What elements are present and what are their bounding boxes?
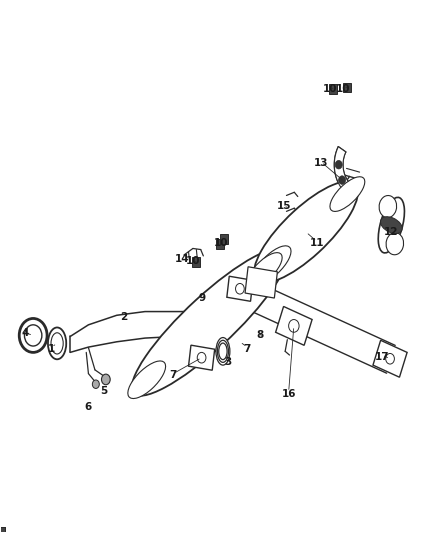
- Text: 3: 3: [224, 357, 231, 367]
- Circle shape: [289, 319, 299, 332]
- Ellipse shape: [247, 253, 282, 287]
- Ellipse shape: [51, 333, 63, 354]
- Text: 16: 16: [281, 389, 296, 399]
- Circle shape: [197, 352, 206, 363]
- Ellipse shape: [48, 327, 66, 359]
- Polygon shape: [245, 267, 277, 298]
- Ellipse shape: [216, 337, 230, 365]
- Circle shape: [386, 353, 394, 364]
- Text: 8: 8: [257, 330, 264, 341]
- Ellipse shape: [378, 197, 404, 253]
- Text: 9: 9: [198, 293, 205, 303]
- Polygon shape: [343, 83, 351, 92]
- Text: 17: 17: [375, 352, 389, 361]
- Polygon shape: [373, 340, 407, 377]
- Circle shape: [92, 380, 99, 389]
- Circle shape: [335, 160, 342, 169]
- Ellipse shape: [219, 343, 227, 360]
- Text: 1: 1: [48, 344, 55, 354]
- Text: 10: 10: [323, 84, 337, 94]
- Text: 13: 13: [314, 158, 328, 168]
- Text: 10: 10: [186, 256, 200, 266]
- Ellipse shape: [386, 232, 403, 255]
- Ellipse shape: [132, 248, 287, 395]
- Ellipse shape: [254, 182, 358, 282]
- Text: 14: 14: [175, 254, 189, 263]
- Polygon shape: [334, 147, 353, 196]
- Circle shape: [339, 176, 346, 184]
- Text: 7: 7: [170, 370, 177, 380]
- Polygon shape: [0, 527, 5, 533]
- Text: 2: 2: [120, 312, 127, 322]
- Text: 5: 5: [100, 386, 107, 396]
- Circle shape: [102, 374, 110, 385]
- Circle shape: [236, 284, 244, 294]
- Polygon shape: [192, 257, 200, 267]
- Polygon shape: [0, 527, 5, 533]
- Text: 10: 10: [336, 84, 350, 94]
- Ellipse shape: [379, 196, 397, 217]
- Ellipse shape: [253, 246, 291, 284]
- Polygon shape: [329, 84, 337, 94]
- Polygon shape: [216, 239, 224, 249]
- Text: 4: 4: [21, 328, 29, 338]
- Text: 6: 6: [85, 402, 92, 412]
- Ellipse shape: [128, 361, 166, 399]
- Polygon shape: [0, 527, 5, 533]
- Polygon shape: [276, 306, 312, 345]
- Text: 10: 10: [214, 238, 229, 248]
- Polygon shape: [0, 527, 5, 533]
- Text: 12: 12: [384, 227, 398, 237]
- Ellipse shape: [381, 217, 402, 233]
- Polygon shape: [227, 276, 253, 301]
- Text: 15: 15: [277, 200, 292, 211]
- Polygon shape: [188, 345, 215, 370]
- Polygon shape: [0, 527, 5, 533]
- Text: 11: 11: [310, 238, 324, 248]
- Ellipse shape: [330, 177, 365, 212]
- Polygon shape: [220, 234, 228, 244]
- Text: 7: 7: [244, 344, 251, 354]
- Ellipse shape: [217, 340, 229, 362]
